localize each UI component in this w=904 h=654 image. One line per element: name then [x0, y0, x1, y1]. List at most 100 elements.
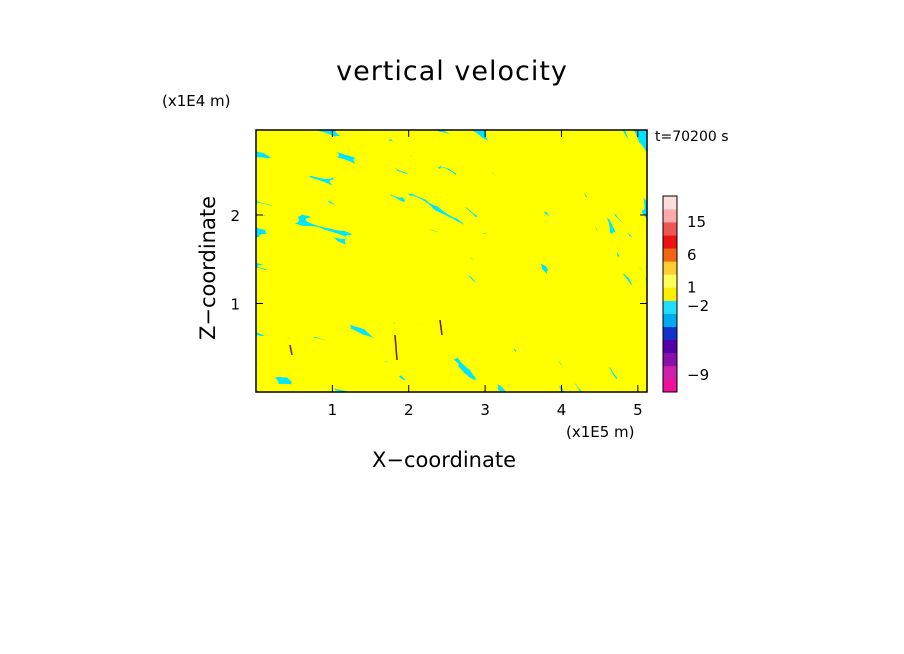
- field-cell: [327, 359, 357, 375]
- colorbar-swatch: [663, 261, 677, 275]
- field-cell: [568, 265, 585, 284]
- field-cell: [526, 130, 545, 148]
- field-cell: [301, 203, 336, 218]
- field-cell: [534, 365, 564, 392]
- field-cell: [519, 331, 541, 356]
- field-cell: [461, 131, 505, 166]
- x-axis-label: X−coordinate: [372, 448, 516, 472]
- x-tick-label: 4: [557, 401, 567, 419]
- field-cell: [523, 137, 549, 167]
- field-cell: [259, 233, 291, 244]
- field-cell: [397, 275, 427, 299]
- field-cell: [422, 373, 453, 392]
- field-cell: [400, 174, 433, 201]
- field-cell: [343, 165, 367, 178]
- field-cell: [628, 324, 647, 372]
- field-cell: [345, 377, 379, 391]
- field-cell: [549, 297, 565, 317]
- field-cell: [421, 277, 439, 295]
- y-axis-unit: (x1E4 m): [162, 92, 231, 110]
- field-cell: [274, 251, 314, 268]
- field-cell: [406, 304, 425, 317]
- field-cell: [331, 277, 376, 299]
- field-cell: [520, 237, 539, 261]
- colorbar-frame: [662, 195, 678, 393]
- field-cell: [405, 292, 441, 323]
- field-cell: [275, 220, 307, 233]
- field-cell: [607, 319, 634, 356]
- field-cell: [372, 232, 399, 247]
- field-cell: [531, 186, 575, 228]
- field-cell: [431, 303, 480, 344]
- field-cell: [539, 173, 560, 195]
- field-cell: [273, 165, 314, 185]
- x-tick-label: 3: [480, 401, 490, 419]
- x-axis-unit: (x1E5 m): [566, 423, 635, 441]
- field-cell: [637, 298, 647, 331]
- field-cell: [445, 204, 482, 235]
- field-cell: [300, 235, 358, 258]
- field-cell: [256, 157, 284, 166]
- field-cell: [476, 300, 499, 318]
- field-streak: [439, 319, 443, 336]
- field-cell: [401, 131, 454, 167]
- field-cell: [553, 243, 575, 269]
- field-cell: [507, 200, 544, 242]
- field-cell: [402, 230, 455, 262]
- field-cell: [493, 299, 532, 342]
- field-cell: [426, 169, 469, 193]
- field-cell: [389, 230, 438, 263]
- colorbar-swatch: [663, 222, 677, 236]
- field-cell: [341, 384, 377, 392]
- colorbar-swatch: [663, 352, 677, 367]
- field-cell: [582, 246, 605, 277]
- field-cell: [569, 342, 597, 386]
- field-cell: [525, 263, 560, 306]
- field-cell: [371, 258, 416, 276]
- field-cell: [590, 207, 618, 258]
- field-cell: [365, 272, 404, 292]
- colorbar-swatch: [663, 365, 677, 380]
- colorbar-label: −9: [687, 366, 709, 384]
- field-cell: [271, 339, 302, 355]
- colorbar-label: 1: [687, 278, 697, 296]
- field-cell: [614, 189, 647, 241]
- field-cell: [265, 145, 308, 166]
- colorbar-swatch: [663, 326, 677, 341]
- field-cell: [561, 280, 591, 324]
- field-cell: [272, 365, 322, 382]
- field-cell: [413, 238, 455, 272]
- field-cell: [582, 132, 608, 177]
- field-cell: [501, 138, 538, 176]
- field-cell: [478, 325, 521, 362]
- field-cell: [510, 271, 528, 293]
- colorbar-swatch: [663, 300, 677, 314]
- field-cell: [499, 226, 524, 246]
- field-cell: [280, 350, 335, 367]
- field-cell: [548, 173, 579, 213]
- field-cell: [274, 206, 297, 224]
- field-cell: [431, 364, 477, 392]
- field-cell: [539, 224, 565, 250]
- field-cell: [370, 171, 412, 200]
- field-cell: [380, 130, 410, 141]
- field-cell: [579, 227, 601, 262]
- field-cell: [558, 233, 596, 282]
- field-cell: [440, 288, 482, 313]
- field-cell: [604, 144, 624, 169]
- field-cell: [354, 197, 388, 213]
- field-cell: [422, 206, 477, 235]
- field-cell: [416, 227, 461, 252]
- colorbar-swatch: [663, 235, 677, 249]
- field-cell: [503, 368, 541, 392]
- field-cell: [487, 130, 529, 158]
- field-cell: [550, 130, 595, 162]
- colorbar-swatch: [663, 339, 677, 354]
- field-streak: [394, 334, 398, 361]
- field-cell: [583, 294, 601, 324]
- field-cell: [266, 176, 325, 195]
- field-cell: [404, 155, 428, 175]
- field-cell: [360, 184, 388, 201]
- field-cell: [473, 337, 513, 364]
